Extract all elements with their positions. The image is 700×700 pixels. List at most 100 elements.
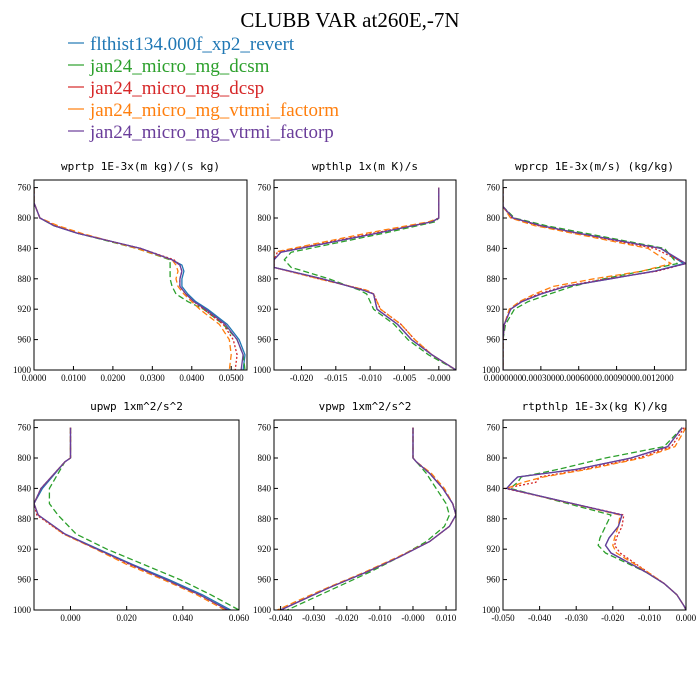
x-tick-label: 0.0500 — [219, 373, 244, 383]
series-line-3 — [34, 187, 238, 370]
series-group — [34, 427, 239, 610]
series-line-2 — [286, 427, 451, 610]
x-tick-label: 0.0000 — [22, 373, 47, 383]
x-tick-label: 0.040 — [173, 613, 194, 623]
plot-frame — [33, 179, 248, 371]
y-tick-label: 760 — [18, 183, 32, 193]
series-group — [274, 187, 456, 370]
panel-title: rtpthlp 1E-3x(kg K)/kg — [522, 400, 668, 413]
y-tick-label: 880 — [18, 274, 32, 284]
y-tick-label: 880 — [18, 514, 32, 524]
y-tick-label: 960 — [258, 575, 272, 585]
y-tick-label: 800 — [487, 213, 501, 223]
y-tick-label: 800 — [258, 213, 272, 223]
x-tick-label: -0.020 — [290, 373, 314, 383]
series-line-3 — [274, 187, 456, 370]
series-line-2 — [48, 427, 239, 610]
series-group — [34, 187, 246, 370]
panel-6: rtpthlp 1E-3x(kg K)/kg 760 800 840 880 920 960… — [482, 400, 697, 623]
x-tick-label: -0.040 — [269, 613, 293, 623]
y-tick-label: 800 — [18, 213, 32, 223]
series-line-3 — [34, 427, 229, 610]
x-tick-label: -0.040 — [528, 613, 552, 623]
y-tick-label: 1000 — [482, 605, 501, 615]
y-tick-label: 960 — [18, 575, 32, 585]
y-tick-label: 760 — [258, 183, 272, 193]
series-line-2 — [509, 427, 686, 610]
series-line-2 — [283, 187, 456, 370]
panel-title: wprcp 1E-3x(m/s) (kg/kg) — [515, 160, 674, 173]
y-tick-label: 920 — [487, 544, 501, 554]
panels: wprtp 1E-3x(m kg)/(s kg) 760 800 840 880 920 9… — [13, 160, 697, 623]
panel-title: wpthlp 1x(m K)/s — [312, 160, 418, 173]
x-tick-label: -0.015 — [324, 373, 348, 383]
y-tick-label: 840 — [258, 483, 272, 493]
x-tick-label: 0.000 — [60, 613, 81, 623]
panel-title: vpwp 1xm^2/s^2 — [319, 400, 412, 413]
y-tick-label: 920 — [258, 544, 272, 554]
series-line-2 — [503, 187, 678, 370]
panel-4: upwp 1xm^2/s^2 760 800 840 880 920 960 1000 0.00… — [13, 400, 250, 623]
series-line-1 — [506, 427, 686, 610]
series-line-4 — [277, 427, 456, 610]
panel-title: wprtp 1E-3x(m kg)/(s kg) — [61, 160, 220, 173]
y-tick-label: 1000 — [253, 365, 272, 375]
panel-title: upwp 1xm^2/s^2 — [90, 400, 183, 413]
x-tick-label: 0.0100 — [61, 373, 86, 383]
plot-frame — [502, 179, 687, 371]
series-line-5 — [34, 427, 229, 610]
y-tick-label: 880 — [258, 514, 272, 524]
x-tick-label: 0.0300 — [140, 373, 165, 383]
series-line-1 — [34, 187, 246, 370]
series-group — [504, 427, 686, 610]
panel-2: wpthlp 1x(m K)/s 760 800 840 880 920 960 1000 -0… — [253, 160, 457, 383]
series-group — [277, 427, 456, 610]
series-line-4 — [503, 187, 672, 370]
y-tick-label: 800 — [258, 453, 272, 463]
legend-entry: jan24_micro_mg_vtrmi_factorm — [89, 100, 339, 121]
y-tick-label: 920 — [18, 544, 32, 554]
y-tick-label: 1000 — [13, 365, 32, 375]
x-tick-label: 0.0000000 — [484, 373, 523, 383]
x-tick-label: 0.0400 — [179, 373, 204, 383]
y-tick-label: 1000 — [253, 605, 272, 615]
series-line-4 — [34, 427, 226, 610]
y-tick-label: 1000 — [13, 605, 32, 615]
x-tick-label: 0.000 — [676, 613, 697, 623]
x-tick-label: -0.030 — [302, 613, 326, 623]
y-tick-label: 840 — [18, 483, 32, 493]
y-tick-label: 960 — [487, 335, 501, 345]
y-tick-label: 920 — [487, 304, 501, 314]
x-tick-label: -0.005 — [393, 373, 417, 383]
series-line-1 — [34, 427, 231, 610]
series-line-4 — [506, 427, 686, 610]
x-tick-label: -0.010 — [638, 613, 662, 623]
legend-entry: jan24_micro_mg_dcsp — [89, 78, 264, 99]
legend-entry: jan24_micro_mg_vtrmi_factorp — [89, 122, 334, 143]
series-line-4 — [34, 187, 232, 370]
legend-entry: flthist134.000f_xp2_revert — [90, 34, 295, 55]
y-tick-label: 840 — [258, 243, 272, 253]
y-tick-label: 840 — [487, 243, 501, 253]
y-tick-label: 760 — [487, 183, 501, 193]
y-tick-label: 800 — [18, 453, 32, 463]
x-tick-label: 0.0012000 — [635, 373, 674, 383]
series-group — [503, 187, 686, 370]
y-tick-label: 920 — [18, 304, 32, 314]
series-line-1 — [274, 187, 456, 370]
panel-1: wprtp 1E-3x(m kg)/(s kg) 760 800 840 880 920 9… — [13, 160, 248, 383]
y-tick-label: 760 — [18, 423, 32, 433]
y-tick-label: 960 — [258, 335, 272, 345]
y-tick-label: 960 — [487, 575, 501, 585]
x-tick-label: -0.020 — [335, 613, 359, 623]
x-tick-label: 0.060 — [229, 613, 250, 623]
y-tick-label: 760 — [258, 423, 272, 433]
y-tick-label: 760 — [487, 423, 501, 433]
series-line-5 — [34, 187, 244, 370]
series-line-3 — [280, 427, 456, 610]
x-tick-label: 0.0009000 — [597, 373, 636, 383]
plot-frame — [502, 419, 687, 611]
figure-title: CLUBB VAR at260E,-7N — [240, 8, 459, 32]
x-tick-label: 0.020 — [117, 613, 138, 623]
